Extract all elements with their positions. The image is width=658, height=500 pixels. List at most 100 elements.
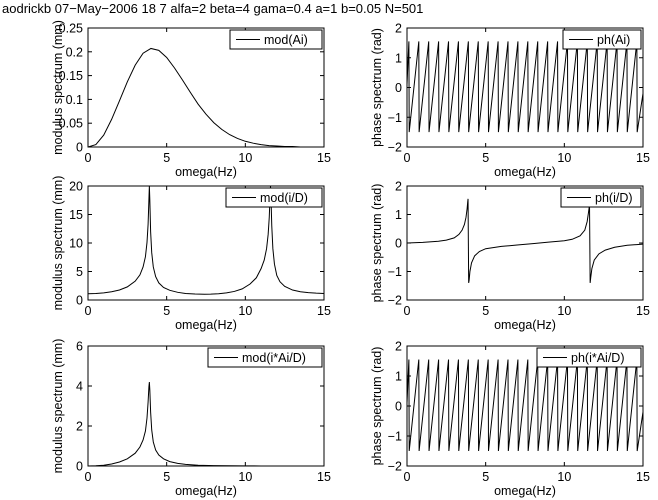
legend-box xyxy=(207,347,323,368)
series-line xyxy=(407,359,643,452)
y-tick-label: 0 xyxy=(76,141,83,155)
y-axis-label: phase spectrum (rad) xyxy=(370,28,384,147)
x-axis-label: omega(Hz) xyxy=(494,484,556,498)
x-axis-label: omega(Hz) xyxy=(175,165,237,179)
legend-label: mod(i*Ai/D) xyxy=(242,351,306,365)
y-tick-label: 0 xyxy=(76,460,83,474)
x-tick-label: 15 xyxy=(317,304,331,318)
legend: mod(i/D) xyxy=(225,187,323,208)
x-tick-label: 5 xyxy=(163,304,170,318)
y-tick-label: −2 xyxy=(388,294,402,308)
legend-box xyxy=(225,187,323,208)
x-tick-label: 5 xyxy=(163,470,170,484)
x-tick-label: 10 xyxy=(238,151,252,165)
subplot-2: 0 5 10 15 −2 −1 0 1 2 omega(Hz) phase spectrum (ra… xyxy=(370,22,650,180)
legend-box xyxy=(562,29,642,50)
legend: ph(Ai) xyxy=(562,29,642,50)
y-tick-label: 1 xyxy=(395,370,402,384)
x-tick-label: 5 xyxy=(482,470,489,484)
y-tick-label: 20 xyxy=(69,180,83,194)
x-tick-label: 10 xyxy=(238,304,252,318)
x-tick-label: 10 xyxy=(238,470,252,484)
x-tick-label: 0 xyxy=(85,151,92,165)
legend-label: ph(i*Ai/D) xyxy=(571,351,625,365)
axes-box xyxy=(87,27,325,148)
legend-label: mod(i/D) xyxy=(260,191,308,205)
x-tick-label: 5 xyxy=(482,151,489,165)
y-tick-label: 0.1 xyxy=(66,93,83,107)
legend-box xyxy=(229,29,323,50)
subplot-4: 0 5 10 15 −2 −1 0 1 2 omega(Hz) phase spectrum (ra… xyxy=(370,180,650,333)
y-tick-label: 6 xyxy=(76,340,83,354)
legend: mod(Ai) xyxy=(229,29,323,50)
y-tick-label: 5 xyxy=(76,265,83,279)
y-tick-label: −1 xyxy=(388,430,402,444)
x-tick-label: 15 xyxy=(317,151,331,165)
series-line xyxy=(88,47,324,147)
subplot-3: 0 5 10 15 0 5 10 15 20 omega(Hz) modulus spectrum … xyxy=(51,176,331,332)
y-tick-label: 2 xyxy=(395,22,402,36)
y-tick-label: 0.25 xyxy=(59,22,83,36)
series-line xyxy=(88,381,324,466)
y-axis-label: modulus spectrum (mm) xyxy=(51,20,65,155)
x-tick-label: 0 xyxy=(85,304,92,318)
legend-label: ph(Ai) xyxy=(597,33,630,47)
y-tick-label: 4 xyxy=(76,380,83,394)
y-tick-label: 2 xyxy=(76,420,83,434)
subplot-6: 0 5 10 15 −2 −1 0 1 2 omega(Hz) phase spectrum (ra… xyxy=(370,340,650,499)
x-tick-label: 10 xyxy=(557,151,571,165)
series-line xyxy=(407,198,643,283)
x-tick-label: 0 xyxy=(404,470,411,484)
y-axis-label: modulus spectrum (mm) xyxy=(51,339,65,474)
x-tick-label: 10 xyxy=(557,304,571,318)
x-tick-label: 15 xyxy=(636,151,650,165)
legend-box xyxy=(536,347,642,368)
x-tick-label: 0 xyxy=(404,304,411,318)
y-tick-label: 2 xyxy=(395,340,402,354)
y-tick-label: 0.2 xyxy=(66,45,83,59)
y-tick-label: 2 xyxy=(395,180,402,194)
legend-box xyxy=(560,187,642,208)
subplot-5: 0 5 10 15 0 2 4 6 omega(Hz) modulus spectrum (mm)… xyxy=(51,339,331,498)
y-axis-label: phase spectrum (rad) xyxy=(370,347,384,466)
x-tick-label: 10 xyxy=(557,470,571,484)
series-line xyxy=(407,41,643,133)
x-tick-label: 0 xyxy=(404,151,411,165)
x-tick-label: 15 xyxy=(317,470,331,484)
x-axis-label: omega(Hz) xyxy=(175,484,237,498)
y-tick-label: −2 xyxy=(388,460,402,474)
y-tick-label: 0 xyxy=(395,81,402,95)
y-tick-label: 1 xyxy=(395,51,402,65)
y-tick-label: 10 xyxy=(69,237,83,251)
x-tick-label: 15 xyxy=(636,304,650,318)
x-axis-label: omega(Hz) xyxy=(175,318,237,332)
legend: ph(i/D) xyxy=(560,187,642,208)
y-tick-label: 0.15 xyxy=(59,69,83,83)
y-tick-label: 0.05 xyxy=(59,117,83,131)
y-tick-label: −2 xyxy=(388,141,402,155)
x-tick-label: 0 xyxy=(85,470,92,484)
y-tick-label: 15 xyxy=(69,208,83,222)
figure-header: aodrickb 07−May−2006 18 7 alfa=2 beta=4 … xyxy=(2,1,424,16)
legend: mod(i*Ai/D) xyxy=(207,347,323,368)
x-tick-label: 5 xyxy=(482,304,489,318)
y-tick-label: 0 xyxy=(395,400,402,414)
y-tick-label: 0 xyxy=(395,237,402,251)
y-tick-label: −1 xyxy=(388,265,402,279)
legend-label: ph(i/D) xyxy=(595,191,633,205)
axes-box xyxy=(87,345,325,467)
y-tick-label: −1 xyxy=(388,111,402,125)
legend-label: mod(Ai) xyxy=(264,33,308,47)
legend: ph(i*Ai/D) xyxy=(536,347,642,368)
y-axis-label: modulus spectrum (mm) xyxy=(51,176,65,311)
y-axis-label: phase spectrum (rad) xyxy=(370,184,384,303)
x-tick-label: 5 xyxy=(163,151,170,165)
y-tick-label: 0 xyxy=(76,294,83,308)
x-axis-label: omega(Hz) xyxy=(494,318,556,332)
y-tick-label: 1 xyxy=(395,208,402,222)
series-line xyxy=(88,186,324,295)
x-axis-label: omega(Hz) xyxy=(494,165,556,179)
x-tick-label: 15 xyxy=(636,470,650,484)
subplot-1: 0 5 10 15 0 0.05 0.1 0.15 0.2 0.25 omega(Hz) modulu… xyxy=(51,20,331,179)
